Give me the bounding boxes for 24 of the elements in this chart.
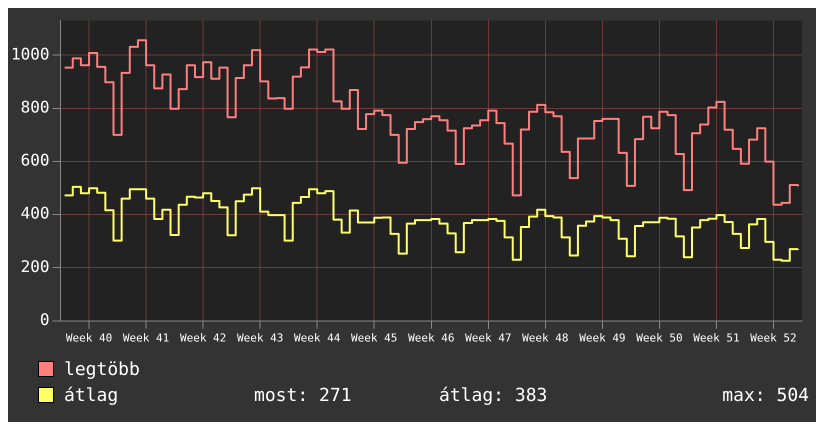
y-tick-label: 400 xyxy=(20,204,50,223)
y-tick-label: 1000 xyxy=(11,44,50,64)
x-tick-label: Week 49 xyxy=(579,331,626,344)
x-tick-label: Week 46 xyxy=(408,331,454,344)
x-tick-label: Week 47 xyxy=(465,331,512,344)
y-tick-label: 600 xyxy=(20,150,50,170)
x-tick-label: Week 42 xyxy=(180,331,226,344)
text: most: 271 xyxy=(254,384,353,406)
x-tick-label: Week 48 xyxy=(522,331,569,344)
x-tick-label: Week 52 xyxy=(750,331,797,344)
legend-label: átlag xyxy=(64,384,120,406)
text: max: 504 xyxy=(721,384,809,406)
y-tick-label: 0 xyxy=(40,310,50,329)
x-tick-label: Week 40 xyxy=(66,331,112,344)
x-tick-label: Week 43 xyxy=(236,331,284,344)
y-tick-label: 800 xyxy=(20,97,50,116)
x-tick-label: Week 41 xyxy=(122,331,170,344)
x-tick-label: Week 51 xyxy=(693,331,740,344)
x-tick-label: Week 50 xyxy=(636,331,683,344)
text: átlag: 383 xyxy=(439,384,548,406)
legend-label: legtöbb xyxy=(64,358,141,380)
x-tick-label: Week 44 xyxy=(294,331,341,344)
x-tick-label: Week 45 xyxy=(351,331,398,344)
y-tick-label: 200 xyxy=(20,256,50,276)
